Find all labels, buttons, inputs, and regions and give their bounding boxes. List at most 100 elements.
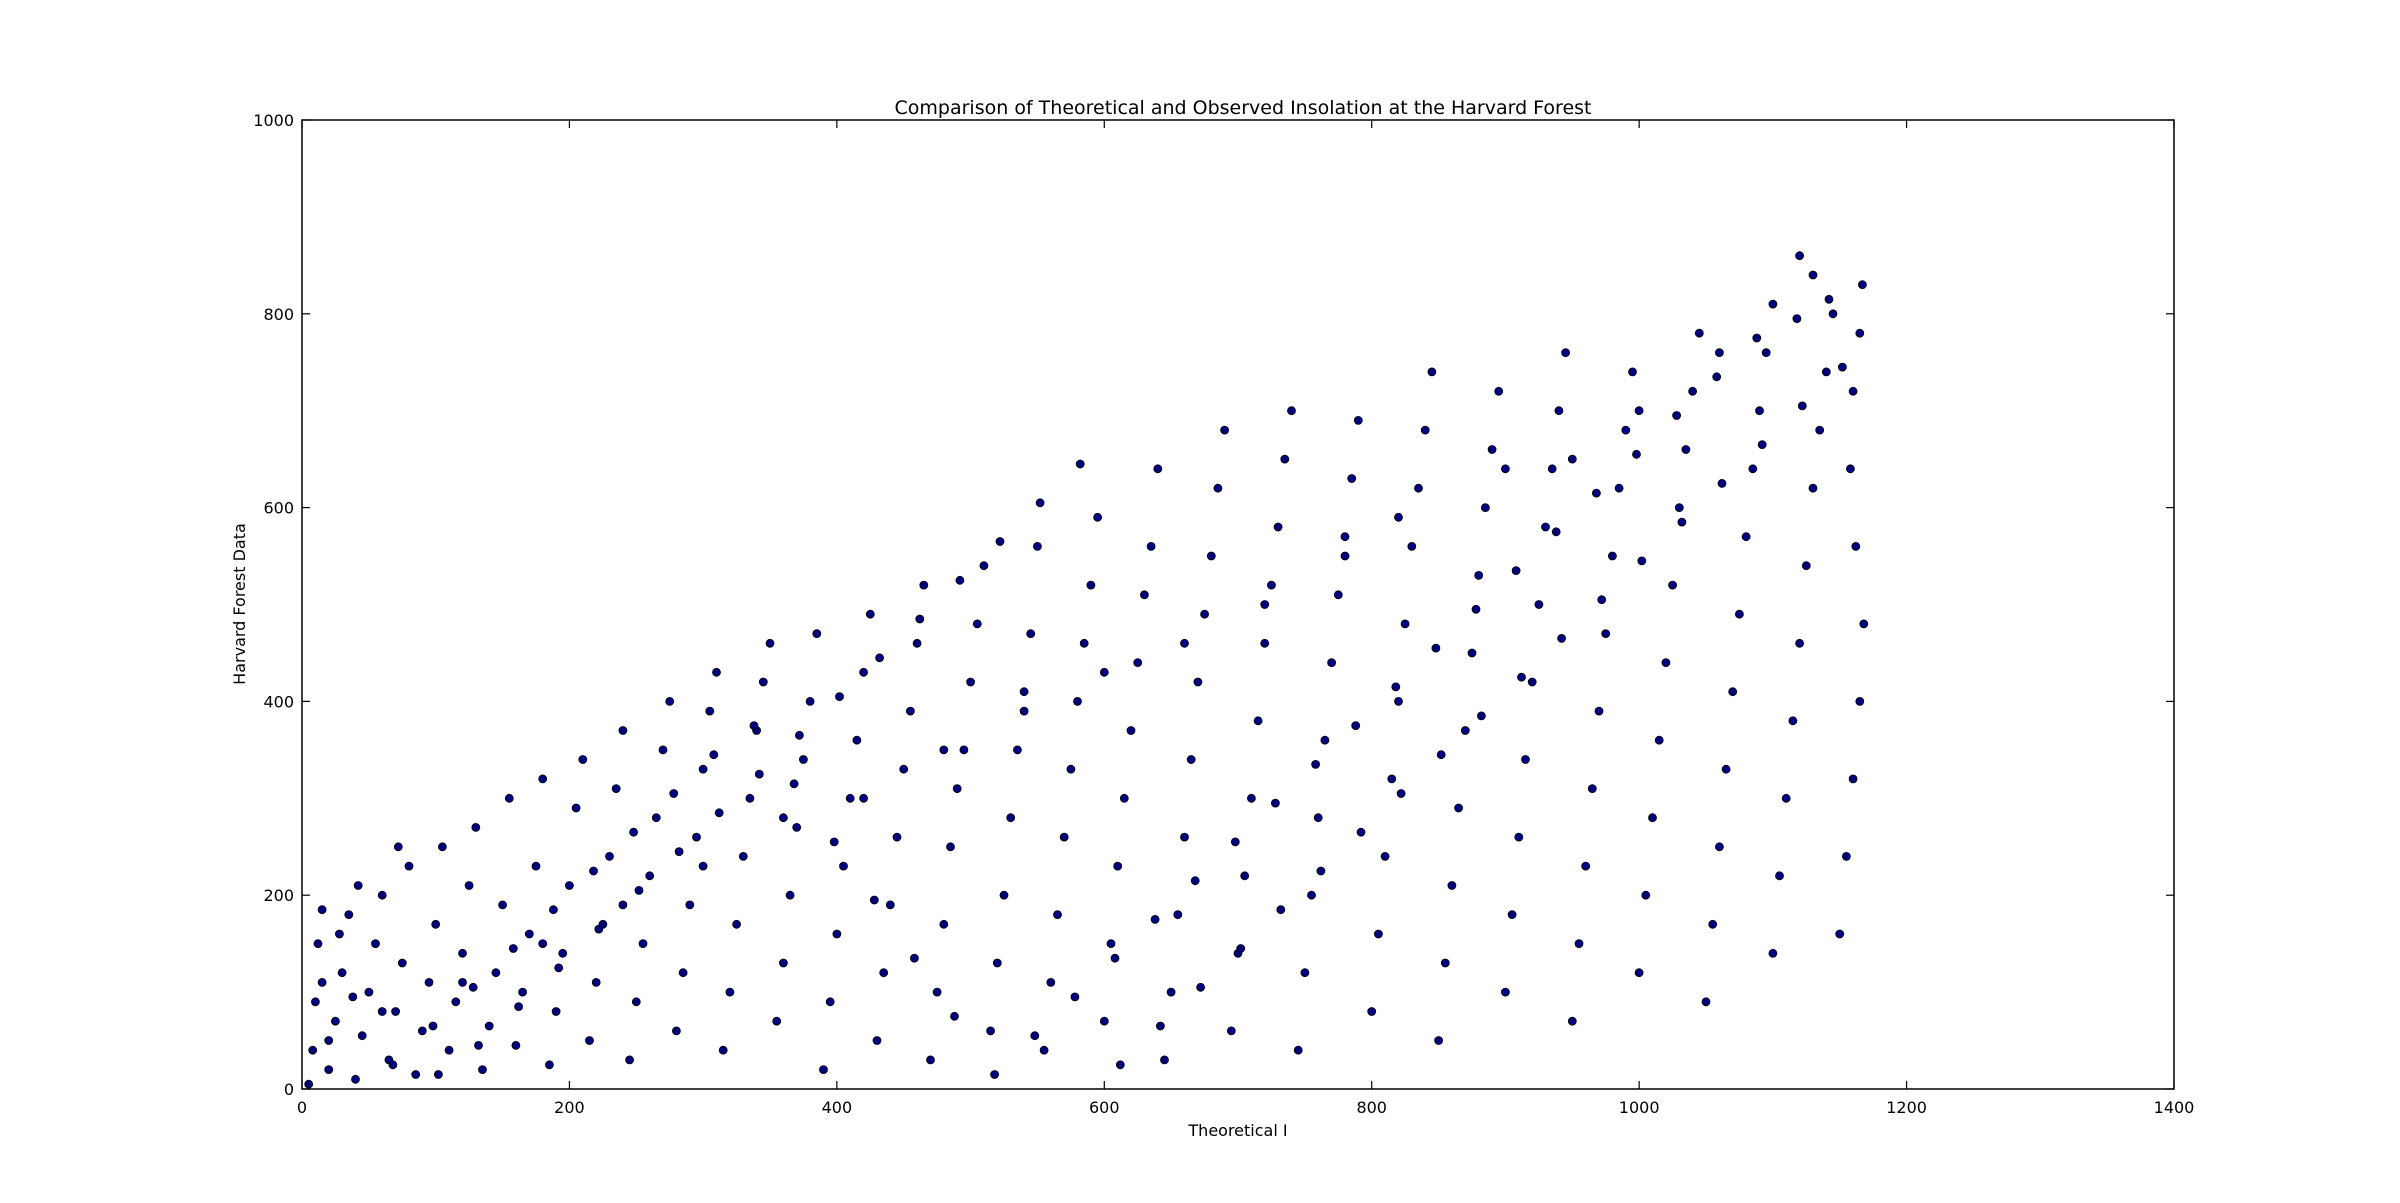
scatter-point [1797, 401, 1807, 411]
scatter-point [792, 823, 802, 832]
scatter-point [1551, 527, 1561, 537]
scatter-point [634, 886, 644, 895]
scatter-point [1561, 348, 1570, 358]
scatter-point [1267, 580, 1276, 590]
scatter-point [433, 1070, 443, 1079]
scatter-point [919, 580, 929, 590]
scatter-point [1614, 483, 1624, 493]
scatter-point [524, 929, 534, 939]
scatter-point [939, 919, 949, 929]
x-tick-label: 400 [822, 1098, 853, 1117]
scatter-point [986, 1026, 995, 1036]
scatter-point [1694, 328, 1704, 338]
scatter-point [779, 958, 788, 968]
scatter-point [330, 1016, 340, 1026]
x-tick-label: 600 [1089, 1098, 1120, 1117]
scatter-point [1597, 595, 1607, 605]
scatter-point [618, 900, 628, 910]
scatter-point [1668, 580, 1677, 590]
scatter-point [1574, 939, 1584, 948]
scatter-point [698, 861, 708, 871]
scatter-point [1527, 677, 1537, 687]
scatter-point [865, 609, 875, 619]
scatter-point [1253, 716, 1263, 726]
scatter-point [1119, 793, 1129, 803]
y-tick-label: 200 [263, 886, 294, 905]
scatter-point [966, 677, 975, 687]
scatter-point [1511, 566, 1521, 575]
scatter-point [591, 978, 601, 987]
x-axis: 0 200 400 600 800 1000 1200 1400 [297, 120, 2194, 1117]
scatter-point [468, 982, 478, 992]
x-tick-label: 1400 [2154, 1098, 2195, 1117]
scatter-point [1086, 580, 1096, 590]
scatter-point [424, 978, 434, 987]
scatter-point [1396, 789, 1406, 798]
scatter-point [1851, 542, 1861, 551]
scatter-point [912, 638, 922, 648]
scatter-point [431, 919, 441, 929]
scatter-point [1454, 803, 1463, 813]
scatter-point [1414, 483, 1423, 493]
scatter-point [1741, 532, 1751, 542]
scatter-point [645, 871, 655, 881]
scatter-point [565, 881, 574, 890]
scatter-point [1521, 755, 1530, 764]
scatter-point [1180, 638, 1189, 648]
scatter-point [698, 764, 708, 774]
scatter-point [1093, 512, 1102, 522]
scatter-point [388, 1060, 398, 1070]
scatter-point [990, 1070, 999, 1079]
scatter-point [1477, 711, 1486, 721]
scatter-point [1701, 997, 1711, 1007]
scatter-point [869, 895, 879, 905]
scatter-point [1196, 982, 1205, 992]
scatter-point [772, 1016, 782, 1026]
scatter-point [1230, 837, 1240, 847]
scatter-point [538, 774, 548, 784]
scatter-point [1156, 1021, 1165, 1031]
scatter-point [1768, 948, 1778, 958]
scatter-point [1053, 910, 1062, 919]
scatter-point [1206, 551, 1216, 561]
scatter-point [1019, 687, 1029, 697]
scatter-point [625, 1055, 634, 1065]
y-tick-label: 0 [284, 1080, 294, 1099]
y-tick-label: 800 [263, 305, 294, 324]
scatter-point [795, 730, 804, 740]
scatter-point [1708, 919, 1718, 929]
scatter-point [829, 837, 839, 847]
scatter-point [518, 987, 527, 997]
scatter-point [1824, 294, 1834, 304]
scatter-point [1801, 561, 1811, 571]
scatter-point [1320, 735, 1330, 745]
scatter-point [1153, 464, 1163, 474]
scatter-point [952, 784, 962, 793]
scatter-point [779, 813, 788, 823]
scatter-point [1316, 866, 1326, 876]
scatter-point [404, 861, 414, 871]
scatter-point [1788, 716, 1798, 726]
scatter-point [348, 992, 358, 1002]
scatter-point [1391, 682, 1401, 692]
scatter-point [1293, 1045, 1303, 1055]
scatter-point [665, 697, 675, 706]
scatter-point [353, 881, 363, 890]
scatter-point [749, 721, 759, 730]
scatter-point [1677, 517, 1687, 527]
x-tick-label: 800 [1356, 1098, 1387, 1117]
scatter-point [1557, 634, 1566, 643]
scatter-point [1467, 648, 1477, 658]
scatter-point [471, 823, 481, 832]
scatter-point [799, 755, 808, 764]
scatter-point [1300, 968, 1310, 978]
scatter-point [334, 929, 344, 939]
scatter-point [709, 750, 719, 760]
scatter-point [484, 1021, 494, 1031]
scatter-point [879, 968, 889, 978]
scatter-point [458, 948, 467, 958]
scatter-point [1581, 861, 1591, 871]
scatter-point [1717, 478, 1727, 488]
scatter-point [1115, 1060, 1125, 1070]
scatter-point [1661, 658, 1671, 667]
